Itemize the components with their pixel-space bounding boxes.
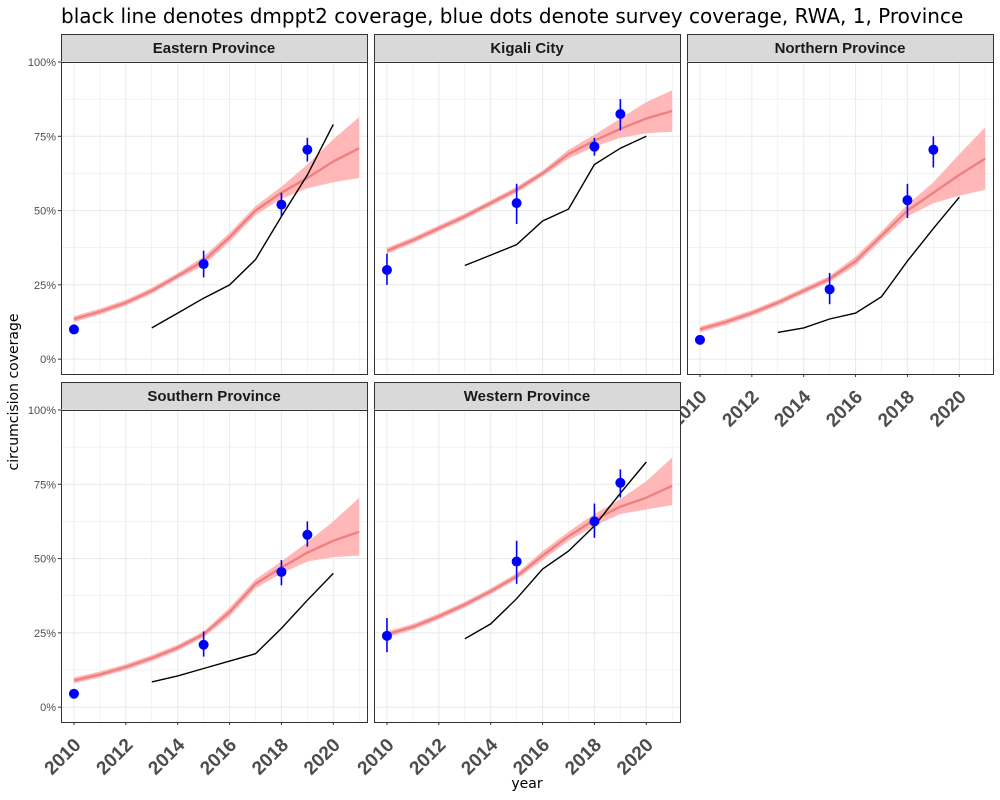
survey-point xyxy=(694,334,705,345)
survey-point xyxy=(302,144,313,155)
survey-point xyxy=(198,259,209,270)
panel-border xyxy=(687,62,994,375)
survey-point xyxy=(68,688,79,699)
x-tick-label: 2016 xyxy=(196,735,241,780)
facet-strip-label: Northern Province xyxy=(775,40,906,57)
survey-point xyxy=(928,144,939,155)
dmppt2-line xyxy=(777,196,960,334)
panel-background xyxy=(61,62,368,375)
x-tick-label: 2020 xyxy=(613,735,658,780)
y-tick-label: 75% xyxy=(34,479,56,491)
survey-point xyxy=(302,529,313,540)
dmppt2-line xyxy=(464,461,647,640)
y-tick-label: 100% xyxy=(28,57,56,69)
dmppt2-line xyxy=(151,124,334,329)
panel-background xyxy=(687,62,994,375)
x-tick-label: 2020 xyxy=(926,387,971,432)
facet-strip xyxy=(61,34,368,63)
chart-title: black line denotes dmppt2 coverage, blue… xyxy=(61,4,964,28)
x-tick-label: 2014 xyxy=(457,734,502,779)
model-mean-line xyxy=(386,109,673,252)
x-tick-label: 2012 xyxy=(406,735,451,780)
x-tick-label: 2018 xyxy=(561,735,606,780)
model-mean-line xyxy=(73,530,360,682)
panel-border xyxy=(61,410,368,723)
survey-point xyxy=(68,324,79,335)
model-mean-line xyxy=(699,157,986,331)
panel-border xyxy=(374,62,681,375)
x-tick-label: 2014 xyxy=(770,386,815,431)
survey-point xyxy=(381,265,392,275)
x-tick-label: 2010 xyxy=(354,735,399,780)
x-tick-label: 2016 xyxy=(822,387,867,432)
survey-point xyxy=(824,284,835,295)
x-axis-title: year xyxy=(511,776,543,792)
y-tick-label: 100% xyxy=(28,405,56,417)
facet-strip-label: Eastern Province xyxy=(153,40,276,57)
facet-strip-label: Western Province xyxy=(464,388,590,405)
y-tick-label: 50% xyxy=(34,554,56,566)
panel-background xyxy=(61,410,368,723)
y-tick-label: 25% xyxy=(34,280,56,292)
y-tick-label: 0% xyxy=(40,354,56,366)
y-tick-label: 75% xyxy=(34,131,56,143)
y-axis-title: circumcision coverage xyxy=(6,313,22,471)
survey-point xyxy=(511,556,522,567)
panel-border xyxy=(374,410,681,723)
survey-point xyxy=(615,477,626,488)
facet-panel: Southern Province 0% 25% 50% 75% 100% 2010 2012… xyxy=(28,382,368,780)
facet-strip-label: Kigali City xyxy=(490,40,564,57)
survey-point xyxy=(381,630,392,641)
x-tick-label: 2014 xyxy=(144,734,189,779)
x-tick-label: 2016 xyxy=(509,735,554,780)
survey-point xyxy=(276,199,287,210)
survey-point xyxy=(589,141,600,152)
survey-point xyxy=(198,639,209,650)
facet-panel: Eastern Province 0% 25% 50% 75% 100% xyxy=(28,34,368,375)
facet-strip-label: Southern Province xyxy=(147,388,280,405)
model-mean-line xyxy=(386,484,673,636)
facet-strip xyxy=(687,34,994,63)
survey-point xyxy=(615,109,626,119)
model-uncertainty-band xyxy=(387,90,673,254)
survey-point xyxy=(276,566,287,577)
y-tick-label: 50% xyxy=(34,206,56,218)
x-tick-label: 2018 xyxy=(874,387,919,432)
x-tick-label: 2010 xyxy=(41,735,86,780)
model-mean-line xyxy=(73,147,360,321)
survey-point xyxy=(902,195,913,206)
x-tick-label: 2012 xyxy=(93,735,138,780)
x-tick-label: 2012 xyxy=(719,387,764,432)
survey-point xyxy=(511,198,522,209)
survey-point xyxy=(589,516,600,527)
y-tick-label: 25% xyxy=(34,628,56,640)
x-tick-label: 2020 xyxy=(300,735,345,780)
y-tick-label: 0% xyxy=(40,702,56,714)
facet-panel: Kigali City xyxy=(374,34,681,375)
x-tick-label: 2018 xyxy=(248,735,293,780)
panel-border xyxy=(61,62,368,375)
dmppt2-line xyxy=(464,135,647,267)
panel-background xyxy=(374,62,681,375)
facet-panel: Western Province 2010 2012 2014 2016 2018 2020 xyxy=(354,382,681,780)
dmppt2-line xyxy=(151,572,334,683)
